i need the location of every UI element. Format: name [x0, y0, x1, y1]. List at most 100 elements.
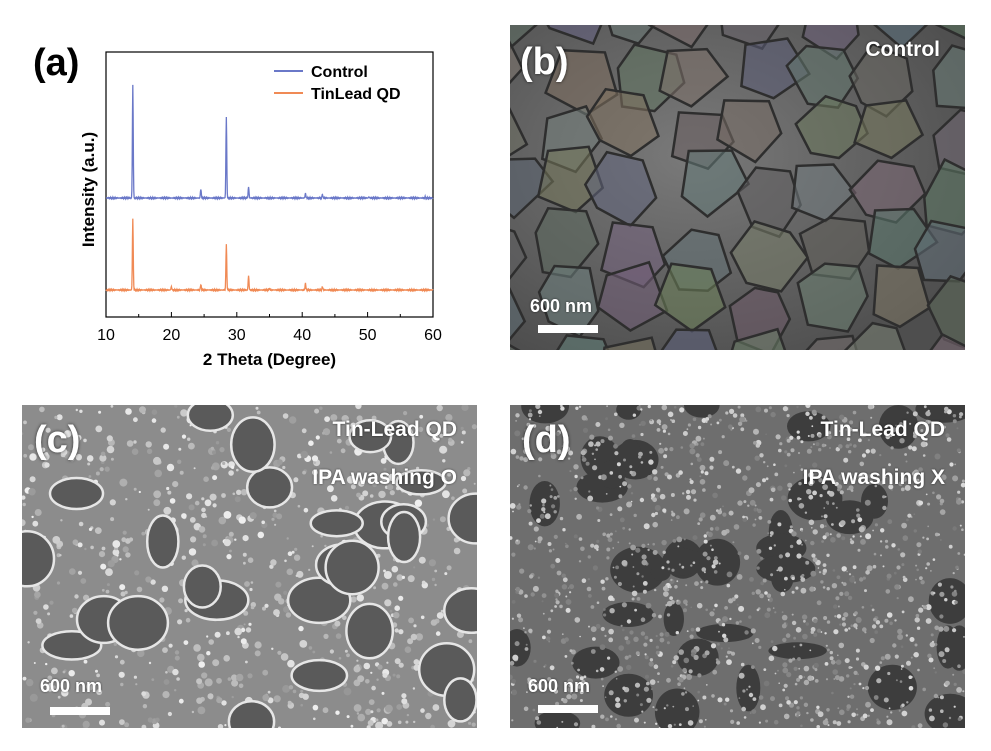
particle: [641, 559, 648, 566]
particle: [431, 577, 436, 582]
particle: [721, 623, 726, 627]
particle: [773, 719, 779, 725]
particle: [274, 593, 282, 601]
particle: [897, 548, 901, 551]
particle: [541, 507, 546, 512]
particle: [595, 669, 599, 673]
grain: [556, 334, 610, 350]
particle: [211, 539, 219, 547]
particle: [634, 717, 639, 723]
particle: [862, 713, 868, 719]
particle: [606, 556, 610, 560]
particle: [960, 500, 965, 504]
particle: [917, 668, 920, 672]
particle: [954, 463, 957, 466]
particle: [698, 719, 703, 724]
particle: [74, 594, 79, 599]
particle: [868, 474, 873, 479]
particle: [753, 428, 759, 435]
particle: [737, 405, 741, 409]
particle: [839, 414, 845, 420]
particle: [754, 504, 757, 507]
particle: [808, 519, 815, 526]
particle: [561, 633, 564, 636]
particle: [811, 409, 817, 415]
particle: [356, 415, 363, 422]
particle: [784, 576, 788, 581]
particle: [686, 630, 689, 632]
grain: [510, 228, 528, 280]
particle: [666, 704, 669, 707]
particle: [640, 432, 644, 437]
particle: [368, 477, 375, 484]
particle: [338, 657, 342, 660]
particle: [61, 689, 69, 697]
particle: [207, 693, 214, 700]
particle: [825, 644, 828, 647]
particle: [920, 580, 925, 585]
particle: [835, 506, 838, 509]
particle: [147, 508, 150, 511]
particle: [146, 448, 153, 454]
particle: [749, 499, 756, 506]
particle: [927, 409, 930, 412]
particle: [671, 419, 676, 423]
particle: [913, 469, 920, 476]
grain: [729, 219, 810, 293]
pore: [618, 439, 642, 473]
particle: [692, 561, 696, 564]
particle: [685, 603, 688, 606]
particle: [628, 654, 632, 658]
grain-texture: [510, 25, 965, 350]
particle: [40, 447, 46, 453]
particle: [888, 463, 891, 467]
particle: [610, 715, 613, 718]
particle: [231, 674, 238, 681]
particle: [421, 580, 426, 585]
particle: [901, 610, 905, 614]
particle: [952, 414, 957, 418]
particle: [690, 462, 694, 466]
particle: [821, 415, 826, 420]
grain: [607, 25, 656, 46]
particle: [793, 645, 796, 648]
particle: [168, 643, 173, 648]
particle: [319, 406, 323, 410]
particle: [791, 531, 797, 537]
particle: [906, 518, 909, 522]
grain: [227, 699, 276, 728]
particle: [595, 441, 601, 447]
particle: [821, 515, 823, 518]
particle: [939, 498, 945, 504]
particle: [439, 433, 444, 438]
particle: [884, 653, 891, 660]
particle: [910, 516, 913, 518]
particle: [729, 408, 735, 414]
particle: [934, 643, 938, 646]
particle: [555, 600, 560, 605]
particle: [705, 580, 709, 584]
particle: [79, 409, 83, 413]
series-line-control: [105, 84, 434, 201]
particle: [918, 467, 923, 472]
particle: [773, 463, 776, 466]
particle: [697, 699, 700, 702]
particle: [850, 666, 853, 669]
particle: [100, 451, 106, 457]
particle: [655, 650, 660, 655]
particle: [740, 427, 745, 432]
particle: [118, 671, 125, 678]
particle: [856, 708, 858, 710]
particle: [697, 425, 702, 430]
particle: [56, 414, 63, 421]
particle: [829, 656, 834, 661]
particle: [836, 575, 841, 580]
particle: [877, 481, 880, 485]
pore: [684, 405, 720, 418]
particle: [514, 430, 521, 437]
particle: [124, 590, 128, 595]
particle: [811, 425, 814, 428]
particle: [707, 531, 713, 538]
particle: [925, 604, 932, 611]
particle: [831, 583, 838, 589]
